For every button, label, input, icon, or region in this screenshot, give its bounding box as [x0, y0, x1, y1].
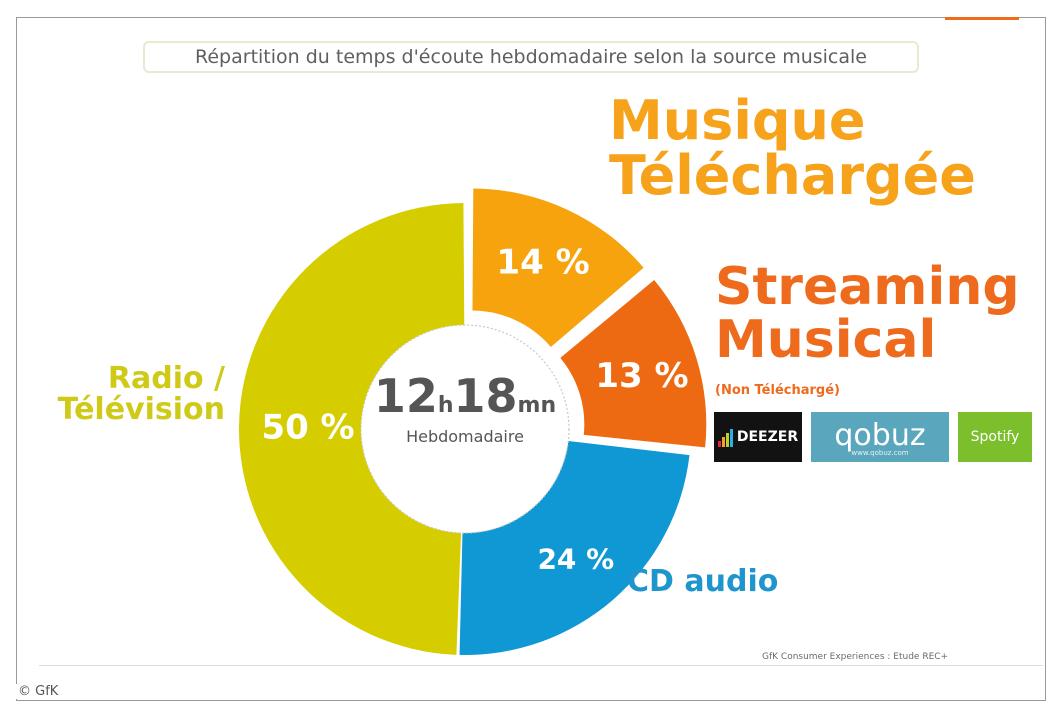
- qobuz-url: www.qobuz.com: [851, 448, 909, 457]
- deezer-bars-icon: [717, 427, 733, 447]
- center-hole: [360, 324, 570, 534]
- slice-radio-tv: [239, 203, 465, 655]
- center-caption: Hebdomadaire: [406, 427, 524, 446]
- value-label-cd: 24 %: [537, 543, 614, 576]
- slide-frame: Répartition du temps d'écoute hebdomadai…: [16, 17, 1046, 701]
- copyright-notice: © GfK: [16, 684, 61, 699]
- qobuz-logo: qobuz www.qobuz.com: [811, 412, 949, 462]
- label-radio-line2: Télévision: [57, 391, 225, 427]
- slice-music-downloaded: [472, 188, 644, 347]
- label-streaming-note: (Non Téléchargé): [715, 383, 840, 398]
- source-note: GfK Consumer Experiences : Etude REC+: [762, 652, 949, 662]
- label-music-line1: Musique: [609, 89, 866, 152]
- label-cd-audio: CD audio: [627, 564, 779, 599]
- label-music-line2: Téléchargée: [609, 144, 976, 208]
- slice-streaming: [560, 279, 707, 448]
- chart-title: Répartition du temps d'écoute hebdomadai…: [143, 41, 919, 73]
- deezer-logo: DEEZER: [714, 412, 802, 462]
- label-radio-line1: Radio /: [107, 361, 225, 396]
- donut-chart: 12h18mn Hebdomadaire 14 % 13 % 24 % 50 %: [239, 188, 707, 655]
- value-label-streaming: 13 %: [595, 356, 688, 396]
- spotify-logo-text: Spotify: [970, 429, 1020, 445]
- label-radio-tv: Radio / Télévision: [49, 361, 225, 427]
- slice-cd-audio: [459, 441, 690, 655]
- label-streaming: Streaming Musical: [715, 257, 1020, 371]
- center-mn-unit: mn: [518, 393, 557, 418]
- center-h-unit: h: [438, 393, 454, 418]
- value-label-music: 14 %: [496, 242, 589, 282]
- footer-divider: [39, 665, 1043, 666]
- label-music-downloaded: Musique Téléchargée: [609, 93, 976, 203]
- center-value: 12h18mn: [374, 369, 556, 423]
- center-hours: 12: [374, 369, 438, 423]
- deezer-logo-text: DEEZER: [736, 429, 799, 445]
- label-streaming-line1: Streaming: [715, 257, 1020, 317]
- corner-accent: [945, 17, 1019, 20]
- value-label-radio: 50 %: [261, 408, 354, 448]
- spotify-logo: Spotify: [958, 412, 1032, 462]
- center-minutes: 18: [454, 369, 518, 423]
- label-streaming-line2: Musical: [715, 310, 937, 371]
- qobuz-logo-text: qobuz: [834, 417, 926, 453]
